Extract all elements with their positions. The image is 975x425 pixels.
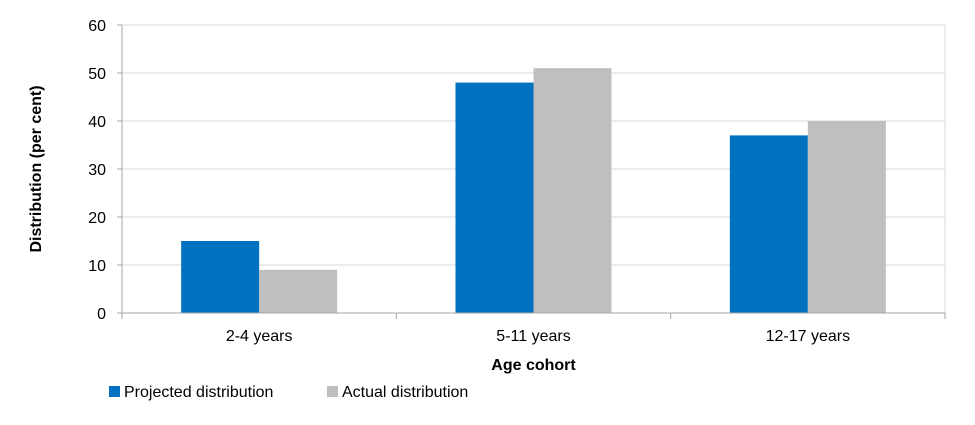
- legend-swatch-actual: [327, 386, 338, 397]
- bar-actual: [533, 68, 612, 313]
- y-tick-label: 20: [88, 210, 106, 227]
- legend: Projected distribution Actual distributio…: [109, 384, 468, 401]
- x-tick-label: 5-11 years: [496, 328, 570, 345]
- x-axis-title: Age cohort: [491, 357, 576, 374]
- legend-label-actual: Actual distribution: [342, 384, 468, 401]
- axes: [117, 24, 946, 319]
- x-tick-labels: 2-4 years 5-11 years 12-17 years: [226, 328, 850, 345]
- x-tick-label: 2-4 years: [226, 328, 293, 345]
- y-tick-labels: 0 10 20 30 40 50 60: [88, 18, 106, 323]
- y-tick-label: 0: [97, 306, 106, 323]
- legend-swatch-projected: [109, 386, 120, 397]
- y-tick-label: 30: [88, 162, 106, 179]
- legend-label-projected: Projected distribution: [124, 384, 273, 401]
- bar-actual: [259, 269, 338, 313]
- y-tick-label: 40: [88, 114, 106, 131]
- y-tick-label: 50: [88, 66, 106, 83]
- y-tick-label: 60: [88, 18, 106, 35]
- bar-projected: [181, 241, 260, 313]
- bar-projected: [455, 82, 534, 313]
- bar-actual: [807, 121, 886, 313]
- x-tick-label: 12-17 years: [766, 328, 851, 345]
- y-axis-title: Distribution (per cent): [28, 85, 45, 252]
- bar-projected: [729, 135, 808, 313]
- y-tick-label: 10: [88, 258, 106, 275]
- bars: [181, 68, 886, 313]
